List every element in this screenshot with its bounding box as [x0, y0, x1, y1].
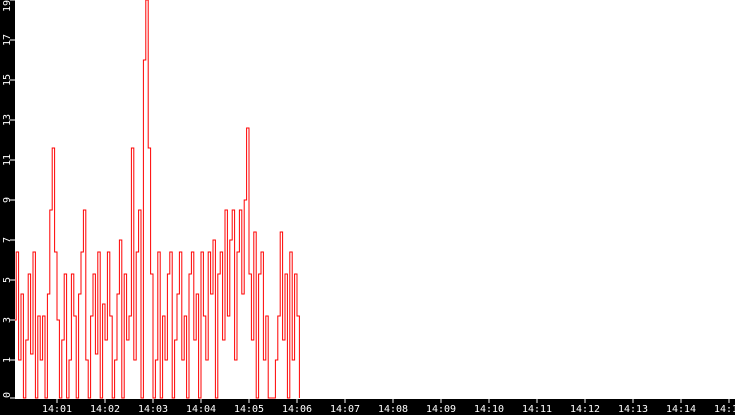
y-tick-label: 0	[2, 392, 13, 398]
x-tick-label: 14:04	[186, 404, 216, 415]
series-group	[13, 0, 300, 399]
y-axis-bar	[0, 0, 15, 415]
x-tick-label: 14:09	[426, 404, 456, 415]
x-tick-label: 14:01	[42, 404, 72, 415]
y-tick-label: 17	[2, 34, 13, 46]
x-tick-label: 14:08	[378, 404, 408, 415]
x-tick-label: 14:12	[570, 404, 600, 415]
x-tick-label: 14:11	[522, 404, 552, 415]
y-tick-label: 9	[2, 197, 13, 203]
x-tick-label: 14:07	[330, 404, 360, 415]
x-tick-label: 14:03	[138, 404, 168, 415]
y-tick-label: 1	[2, 357, 13, 363]
y-tick-label: 11	[2, 154, 13, 166]
x-tick-label: 14:13	[618, 404, 648, 415]
y-tick-label: 15	[2, 74, 13, 86]
x-tick-label: 14:14	[666, 404, 696, 415]
x-tick-label: 14:06	[282, 404, 312, 415]
x-tick-label: 14:02	[90, 404, 120, 415]
x-axis: 14:01 14:02 14:03 14:04 14:05 14:06 14:07 14:08…	[42, 399, 735, 415]
x-tick-label: 14:05	[234, 404, 264, 415]
x-tick-label: 14:15	[714, 404, 735, 415]
y-tick-label: 13	[2, 114, 13, 126]
y-tick-label: 19	[2, 0, 13, 12]
plot-area	[15, 0, 735, 399]
y-tick-label: 3	[2, 317, 13, 323]
x-axis-bar	[0, 399, 735, 415]
x-tick-label: 14:10	[474, 404, 504, 415]
y-tick-label: 5	[2, 277, 13, 283]
y-tick-label: 7	[2, 237, 13, 243]
series-line	[13, 0, 300, 399]
